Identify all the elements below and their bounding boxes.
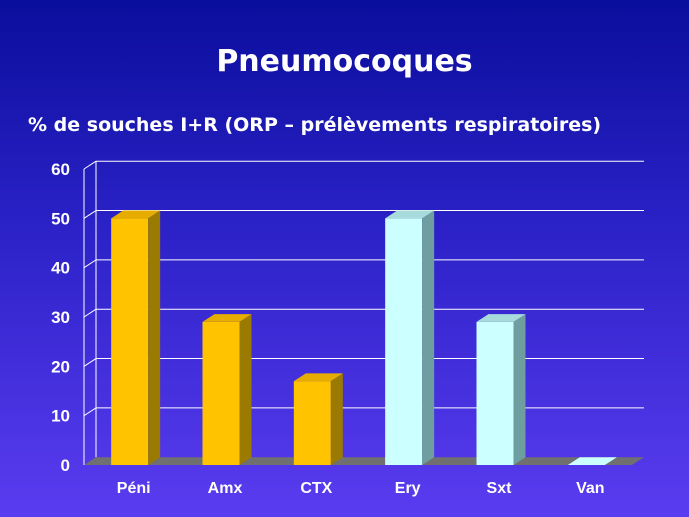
y-axis-ticks: 0 10 20 30 40 50 60 [51, 160, 70, 475]
bar-side [513, 314, 526, 465]
x-tick-label: Van [576, 480, 604, 497]
y-tick-label: 0 [61, 456, 70, 475]
bars [111, 210, 617, 465]
bar-top [385, 210, 435, 219]
bar-ctx [293, 373, 343, 465]
bar-side [148, 210, 161, 465]
bar-front [111, 218, 149, 465]
bar-van [567, 457, 617, 465]
y-tick-label: 50 [51, 209, 70, 228]
bar-top [476, 314, 526, 322]
floor-plane [84, 457, 644, 465]
bar-péni [111, 210, 161, 465]
bar-top [111, 210, 161, 219]
bar-front [476, 321, 514, 465]
bar-front [385, 218, 423, 465]
x-tick-label: Sxt [487, 480, 513, 497]
bar-side [330, 373, 343, 465]
y-tick-label: 20 [51, 357, 70, 376]
slide-title: Pneumocoques [216, 44, 473, 79]
chart-floor [84, 457, 644, 465]
y-tick-label: 40 [51, 259, 70, 278]
gridline-wall [83, 160, 97, 170]
bar-top [567, 457, 617, 465]
y-tick-label: 30 [51, 308, 70, 327]
x-tick-label: CTX [300, 480, 332, 497]
bar-ery [385, 210, 435, 465]
gridlines [83, 160, 644, 465]
x-tick-label: Péni [117, 480, 151, 497]
chart-subtitle: % de souches I+R (ORP – prélèvements res… [28, 114, 602, 136]
bar-top [293, 373, 343, 382]
gridline-wall [83, 259, 97, 269]
bar-front [293, 381, 331, 465]
bar-side [422, 210, 435, 465]
x-tick-label: Ery [395, 480, 421, 497]
x-tick-label: Amx [208, 480, 243, 497]
bar-front [202, 321, 240, 465]
bar-sxt [476, 314, 526, 465]
x-axis-ticks: Péni Amx CTX Ery Sxt Van [117, 480, 605, 497]
bar-side [239, 314, 252, 465]
bar-top [202, 314, 252, 322]
gridline-wall [83, 407, 97, 417]
gridline-wall [83, 308, 97, 318]
y-tick-label: 10 [51, 407, 70, 426]
y-tick-label: 60 [51, 160, 70, 179]
bar-amx [202, 314, 252, 465]
gridline-wall [83, 210, 97, 219]
gridline-wall [83, 358, 97, 367]
